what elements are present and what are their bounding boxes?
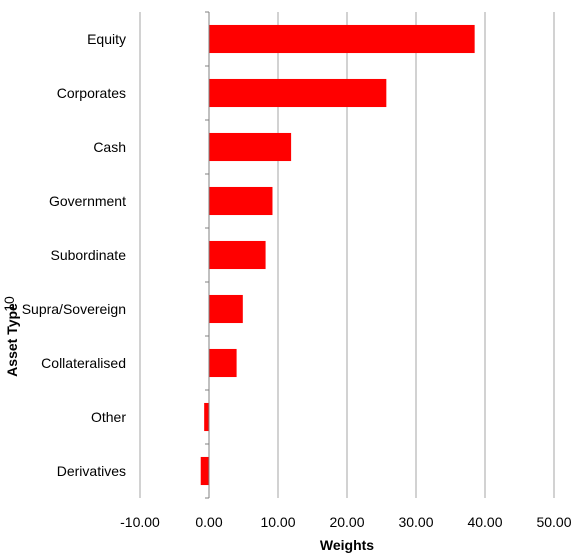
category-label: Corporates [57,85,126,101]
x-tick-label: 30.00 [398,514,433,530]
category-label: Derivatives [57,463,126,479]
bar [209,132,292,162]
x-tick-label: 50.00 [536,514,571,530]
x-axis-title: Weights [320,537,374,553]
bar [209,348,237,378]
x-tick-label: 10.00 [260,514,295,530]
y-axis-title: Asset Type [4,303,20,377]
category-label: Cash [93,139,126,155]
x-tick-label: 0.00 [195,514,222,530]
bar [209,78,387,108]
bar [209,186,273,216]
category-label: Supra/Sovereign [22,301,126,317]
category-label: Equity [87,31,126,47]
bars [200,24,475,486]
bar [204,402,209,432]
bar [200,456,209,486]
category-label: Other [91,409,126,425]
category-label: Government [49,193,126,209]
stray-label: 10 [1,296,17,312]
bar [209,294,243,324]
axes [205,11,210,499]
category-label: Collateralised [41,355,126,371]
category-labels: Equity Corporates Cash Government Subordinat… [22,31,127,479]
x-tick-label: -10.00 [120,514,160,530]
x-tick-label: 20.00 [329,514,364,530]
category-label: Subordinate [50,247,126,263]
x-tick-labels: -10.00 0.00 10.00 20.00 30.00 40.00 50.00 [120,514,572,530]
bar [209,24,475,54]
x-tick-label: 40.00 [467,514,502,530]
bar [209,240,266,270]
